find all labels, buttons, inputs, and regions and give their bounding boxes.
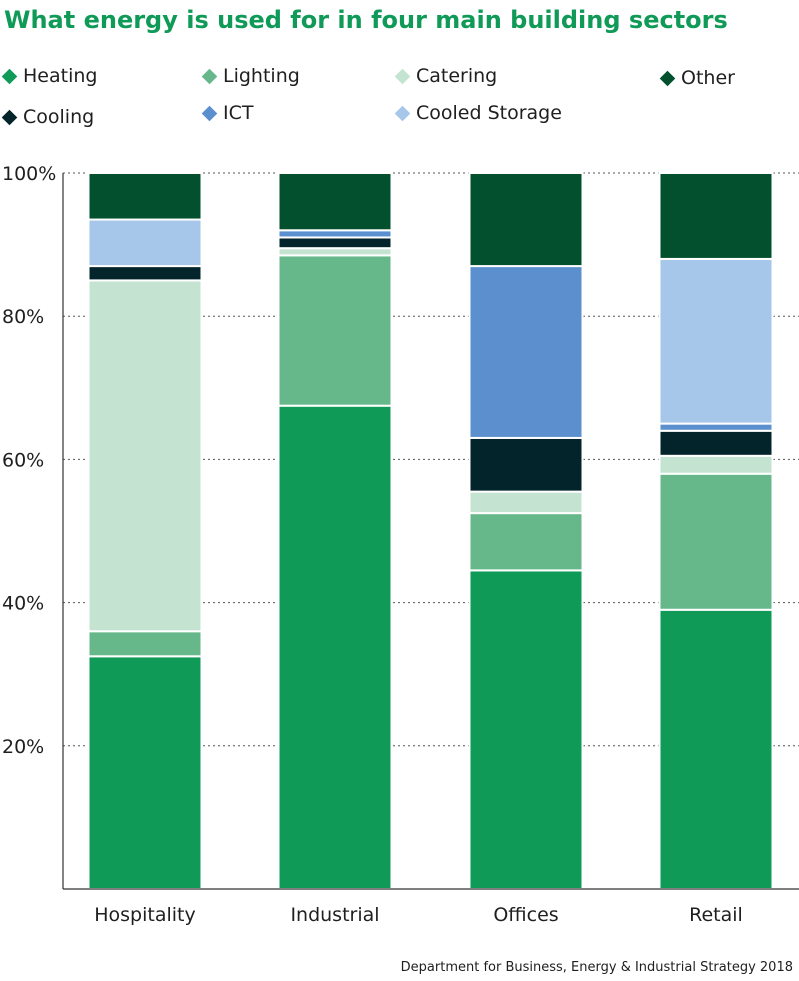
bar-retail-other xyxy=(658,172,774,260)
legend-label-lighting: Lighting xyxy=(223,65,300,87)
legend-item-catering: Catering xyxy=(394,65,498,87)
bar-retail-cooling xyxy=(658,429,774,457)
bar-offices-other xyxy=(468,172,584,268)
x-tick-label-hospitality: Hospitality xyxy=(94,904,196,926)
source-note: Department for Business, Energy & Indust… xyxy=(400,960,793,975)
bar-industrial-ict xyxy=(277,229,393,239)
bar-industrial-catering xyxy=(277,247,393,257)
bar-hospitality-catering xyxy=(87,279,203,633)
bar-hospitality-heating xyxy=(87,655,203,890)
bar-industrial-other xyxy=(277,172,393,232)
bar-offices-lighting xyxy=(468,512,584,572)
bar-hospitality-cooling xyxy=(87,265,203,282)
y-tick-label-60: 60% xyxy=(2,449,44,471)
bar-offices-heating xyxy=(468,569,584,890)
legend-item-lighting: Lighting xyxy=(201,65,300,87)
y-tick-label-100: 100% xyxy=(2,163,56,185)
legend-label-ict: ICT xyxy=(223,102,254,124)
bar-retail-ict xyxy=(658,422,774,432)
legend-label-cooled-storage: Cooled Storage xyxy=(416,102,562,124)
bar-retail-catering xyxy=(658,454,774,475)
y-tick-label-80: 80% xyxy=(2,306,44,328)
legend-item-cooling: Cooling xyxy=(1,106,95,128)
x-tick-label-offices: Offices xyxy=(493,904,558,926)
bar-retail-lighting xyxy=(658,472,774,611)
legend-label-other: Other xyxy=(681,67,735,89)
bar-hospitality-other xyxy=(87,172,203,221)
x-tick-label-retail: Retail xyxy=(689,904,743,926)
bar-industrial-heating xyxy=(277,404,393,890)
chart-title: What energy is used for in four main bui… xyxy=(4,6,728,34)
bar-offices-cooling xyxy=(468,436,584,493)
legend-label-catering: Catering xyxy=(416,65,498,87)
x-tick-label-industrial: Industrial xyxy=(290,904,379,926)
legend-label-heating: Heating xyxy=(23,65,98,87)
legend-label-cooling: Cooling xyxy=(23,106,95,128)
bar-offices-ict xyxy=(468,265,584,439)
bar-hospitality-cooled-storage xyxy=(87,218,203,268)
legend-item-ict: ICT xyxy=(201,102,254,124)
bar-offices-catering xyxy=(468,490,584,515)
legend-item-other: Other xyxy=(659,67,735,89)
legend-item-heating: Heating xyxy=(1,65,98,87)
bar-retail-cooled-storage xyxy=(658,257,774,425)
bar-hospitality-lighting xyxy=(87,630,203,658)
y-tick-label-40: 40% xyxy=(2,593,44,615)
bar-industrial-cooling xyxy=(277,236,393,250)
bar-retail-heating xyxy=(658,608,774,890)
chart-legend: Heating Lighting Catering Other Cooling … xyxy=(0,60,799,140)
legend-item-cooled-storage: Cooled Storage xyxy=(394,102,562,124)
y-tick-label-20: 20% xyxy=(2,736,44,758)
bar-industrial-lighting xyxy=(277,254,393,407)
